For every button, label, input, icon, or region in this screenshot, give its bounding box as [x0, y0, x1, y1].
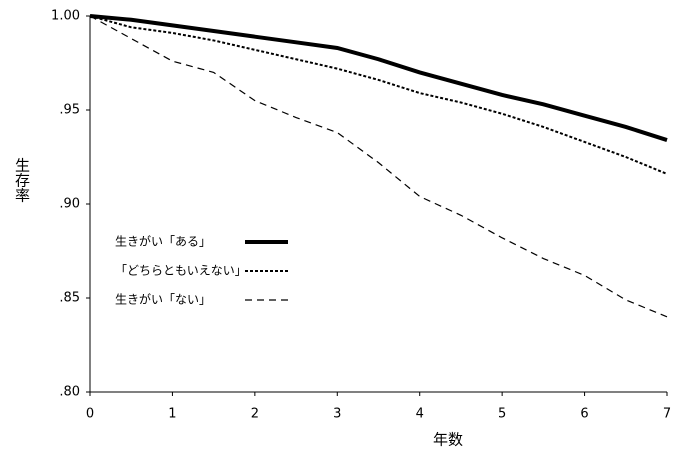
legend-label: 「どちらともいえない」 — [115, 264, 247, 278]
x-tick-label: 0 — [86, 407, 94, 422]
y-tick-label: 1.00 — [51, 9, 80, 24]
y-tick-label: .85 — [59, 291, 80, 306]
x-tick-label: 3 — [333, 407, 341, 422]
line — [89, 15, 668, 175]
line — [89, 14, 668, 142]
legend-label: 生きがい「ある」 — [115, 234, 211, 249]
y-axis-title: 生存率 — [13, 158, 31, 203]
x-tick-label: 2 — [251, 407, 259, 422]
y-tick-label: .80 — [59, 385, 80, 400]
legend-label: 生きがい「ない」 — [115, 292, 211, 307]
x-axis-title: 年数 — [433, 431, 463, 449]
y-tick-label: .95 — [59, 103, 80, 118]
x-tick-label: 7 — [663, 407, 671, 422]
x-tick-label: 5 — [498, 407, 506, 422]
line — [89, 15, 668, 318]
x-tick-label: 4 — [416, 407, 424, 422]
y-tick-label: .90 — [59, 197, 80, 212]
x-tick-label: 1 — [168, 407, 176, 422]
x-tick-label: 6 — [580, 407, 588, 422]
